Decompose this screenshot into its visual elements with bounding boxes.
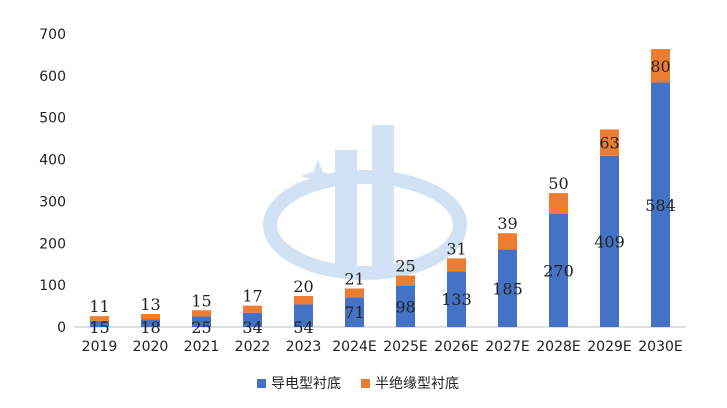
bar-conductive [447,271,466,327]
y-tick-label: 500 [39,111,66,127]
bar-semi-insulating [600,129,619,156]
bar-semi-insulating [549,193,568,214]
data-label-conductive: 25 [191,318,211,337]
x-tick-label: 2028E [536,339,580,355]
x-tick-label: 2022 [235,339,271,355]
bar-semi-insulating [396,275,415,286]
data-label-conductive: 98 [395,297,415,316]
x-tick-label: 2025E [383,339,427,355]
bar-conductive [498,249,517,327]
data-labels: 15 11 18 13 25 15 34 17 54 20 71 21 98 25 133 31 185 39 27… [89,57,675,337]
data-label-conductive: 133 [441,290,472,309]
data-label-conductive: 270 [543,261,574,280]
y-tick-label: 0 [57,320,66,336]
y-tick-label: 600 [39,69,66,85]
y-tick-label: 400 [39,153,66,169]
data-label-semi-insulating: 63 [599,134,619,153]
bar-semi-insulating [498,233,517,250]
data-label-semi-insulating: 21 [344,269,364,288]
bar-semi-insulating [345,288,364,298]
bar-conductive [243,312,262,327]
data-label-semi-insulating: 31 [446,239,466,258]
watermark-logo [263,125,467,280]
bar-conductive [396,285,415,327]
bar-semi-insulating [90,316,109,321]
x-tick-label: 2029E [587,339,631,355]
bar-conductive [651,82,670,327]
bar-conductive [192,316,211,327]
y-tick-label: 200 [39,236,66,252]
data-label-conductive: 34 [242,318,262,337]
y-tick-label: 700 [39,27,66,43]
y-tick-label: 300 [39,194,66,210]
legend-label-conductive: 导电型衬底 [271,376,341,392]
data-label-semi-insulating: 39 [497,214,517,233]
bar-semi-insulating [651,49,670,83]
data-label-semi-insulating: 11 [89,297,109,316]
bar-conductive [141,319,160,327]
data-label-semi-insulating: 25 [395,257,415,276]
legend-swatch-semi-insulating [361,379,370,388]
bar-conductive [90,320,109,327]
data-label-conductive: 584 [645,196,676,215]
data-label-conductive: 54 [293,318,313,337]
x-tick-label: 2019 [82,339,118,355]
data-label-semi-insulating: 13 [140,295,160,314]
y-tick-label: 100 [39,278,66,294]
data-label-semi-insulating: 17 [242,287,262,306]
bar-conductive [345,297,364,327]
bar-conductive [294,304,313,327]
x-tick-label: 2024E [332,339,376,355]
data-label-conductive: 15 [89,318,109,337]
data-label-semi-insulating: 20 [293,277,313,296]
data-label-conductive: 409 [594,232,625,251]
x-tick-label: 2021 [184,339,220,355]
x-tick-label: 2020 [133,339,169,355]
x-tick-label: 2023 [286,339,322,355]
x-tick-label: 2027E [485,339,529,355]
bar-semi-insulating [141,314,160,320]
legend: 导电型衬底 半绝缘型衬底 [257,376,459,392]
legend-swatch-conductive [257,379,266,388]
data-label-conductive: 185 [492,279,523,298]
data-label-conductive: 71 [344,303,364,322]
data-label-semi-insulating: 15 [191,291,211,310]
x-tick-label: 2030E [638,339,682,355]
data-label-conductive: 18 [140,318,160,337]
bars [90,49,670,327]
bar-semi-insulating [192,310,211,317]
data-label-semi-insulating: 50 [548,174,568,193]
bar-conductive [549,213,568,327]
bar-semi-insulating [243,305,262,313]
data-label-semi-insulating: 80 [650,57,670,76]
bar-semi-insulating [447,258,466,272]
x-tick-label: 2026E [434,339,478,355]
legend-label-semi-insulating: 半绝缘型衬底 [375,376,459,392]
bar-conductive [600,155,619,327]
bar-semi-insulating [294,296,313,305]
